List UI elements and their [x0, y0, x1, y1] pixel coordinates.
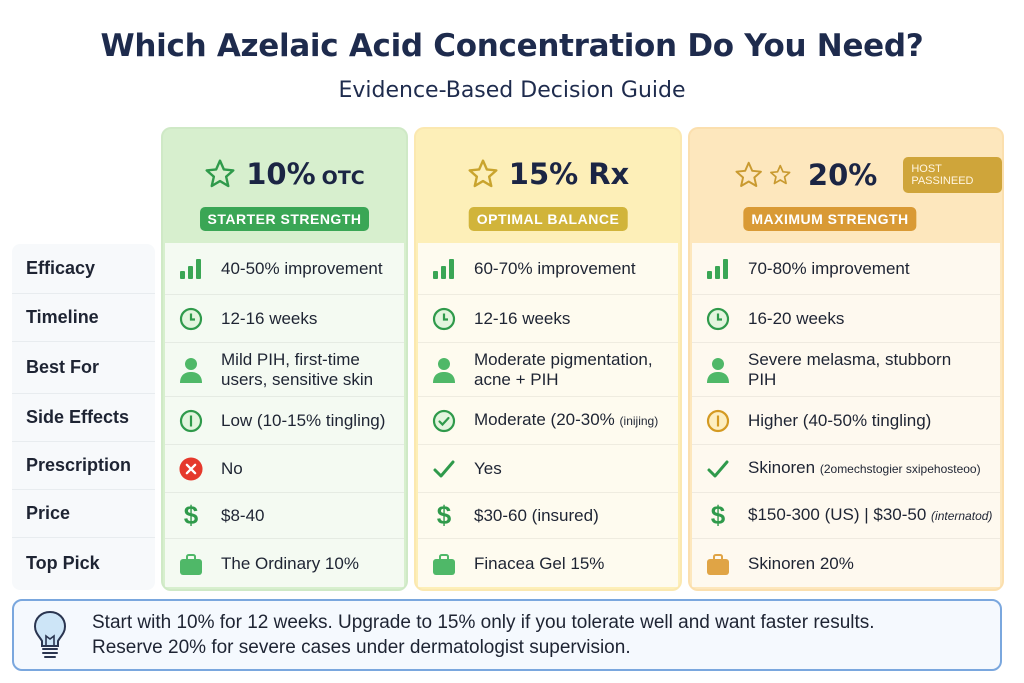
- cell-prescription: Skinoren (2omechstogier sxipehosteoo): [692, 445, 1000, 493]
- info-circle-icon: [706, 409, 730, 433]
- cell-timeline: 12-16 weeks: [165, 295, 404, 343]
- page-subtitle: Evidence-Based Decision Guide: [338, 78, 686, 103]
- label-prescription: Prescription: [12, 442, 155, 490]
- cell-top-pick: Finacea Gel 15%: [418, 539, 678, 589]
- clock-icon: [432, 307, 456, 331]
- label-price: Price: [12, 490, 155, 538]
- cell-best-for: Severe melasma, stubborn PIH: [692, 343, 1000, 397]
- check-circle-icon: [432, 409, 456, 433]
- cell-timeline: 16-20 weeks: [692, 295, 1000, 343]
- label-timeline: Timeline: [12, 294, 155, 342]
- person-icon: [432, 357, 456, 383]
- strength-badge: OPTIMAL BALANCE: [468, 207, 628, 231]
- star-icon: [735, 161, 762, 188]
- dollar-icon: $: [436, 500, 452, 530]
- cell-side-effects: Moderate (20-30% (inijing): [418, 397, 678, 445]
- page-title: Which Azelaic Acid Concentration Do You …: [100, 28, 924, 64]
- column-header: 10% OTC STARTER STRENGTH: [163, 129, 406, 243]
- cell-price: $ $8-40: [165, 493, 404, 539]
- cell-top-pick: The Ordinary 10%: [165, 539, 404, 589]
- concentration: 20%: [807, 158, 878, 192]
- cell-efficacy: 40-50% improvement: [165, 243, 404, 295]
- checkmark-icon: [432, 457, 456, 481]
- label-side-effects: Side Effects: [12, 394, 155, 442]
- cell-top-pick: Skinoren 20%: [692, 539, 1000, 589]
- cell-prescription: No: [165, 445, 404, 493]
- label-top-pick: Top Pick: [26, 552, 100, 573]
- column-header: 15% Rx OPTIMAL BALANCE: [416, 129, 680, 243]
- info-circle-icon: [179, 409, 203, 433]
- cell-best-for: Moderate pigmentation, acne + PIH: [418, 343, 678, 397]
- lightbulb-icon: [33, 610, 67, 658]
- status-tag: HOST PASSINEED: [903, 157, 1002, 193]
- checkmark-icon: [706, 457, 730, 481]
- type-label: OTC: [321, 167, 365, 189]
- strength-badge: STARTER STRENGTH: [199, 207, 370, 231]
- cell-timeline: 12-16 weeks: [418, 295, 678, 343]
- bag-icon: [706, 552, 730, 576]
- concentration: 15%: [508, 157, 579, 191]
- clock-icon: [706, 307, 730, 331]
- person-icon: [706, 357, 730, 383]
- label-best-for: Best For: [12, 342, 155, 394]
- type-label: Rx: [588, 157, 630, 191]
- star-icon: [205, 159, 235, 188]
- x-circle-icon: [179, 456, 203, 481]
- cell-price: $ $150-300 (US) | $30-50 (internatod): [692, 493, 1000, 539]
- cell-side-effects: Higher (40-50% tingling): [692, 397, 1000, 445]
- column-15-percent: 15% Rx OPTIMAL BALANCE 60-70% improvement…: [414, 127, 682, 591]
- label-efficacy: Efficacy: [12, 244, 155, 294]
- recommendation-note: Start with 10% for 12 weeks. Upgrade to …: [12, 599, 1002, 671]
- row-labels: Efficacy Timeline Best For Side Effects …: [12, 244, 155, 590]
- signal-bars-icon: [706, 257, 730, 281]
- column-10-percent: 10% OTC STARTER STRENGTH 40-50% improveme…: [161, 127, 408, 591]
- signal-bars-icon: [179, 257, 203, 281]
- star-icon: [770, 164, 791, 185]
- signal-bars-icon: [432, 257, 456, 281]
- concentration: 10%: [246, 157, 316, 191]
- note-line-2: Reserve 20% for severe cases under derma…: [92, 637, 631, 658]
- cell-efficacy: 60-70% improvement: [418, 243, 678, 295]
- cell-price: $ $30-60 (insured): [418, 493, 678, 539]
- column-header: 20% HOST PASSINEED MAXIMUM STRENGTH: [690, 129, 1002, 243]
- cell-prescription: Yes: [418, 445, 678, 493]
- bag-icon: [432, 552, 456, 576]
- cell-best-for: Mild PIH, first-time users, sensitive sk…: [165, 343, 404, 397]
- bag-icon: [179, 552, 203, 576]
- cell-side-effects: Low (10-15% tingling): [165, 397, 404, 445]
- clock-icon: [179, 307, 203, 331]
- column-20-percent: 20% HOST PASSINEED MAXIMUM STRENGTH 70-8…: [688, 127, 1004, 591]
- dollar-icon: $: [183, 500, 199, 530]
- strength-badge: MAXIMUM STRENGTH: [743, 207, 917, 231]
- cell-efficacy: 70-80% improvement: [692, 243, 1000, 295]
- dollar-icon: $: [710, 500, 726, 530]
- note-line-1: Start with 10% for 12 weeks. Upgrade to …: [92, 612, 875, 633]
- person-icon: [179, 357, 203, 383]
- star-icon: [468, 159, 498, 188]
